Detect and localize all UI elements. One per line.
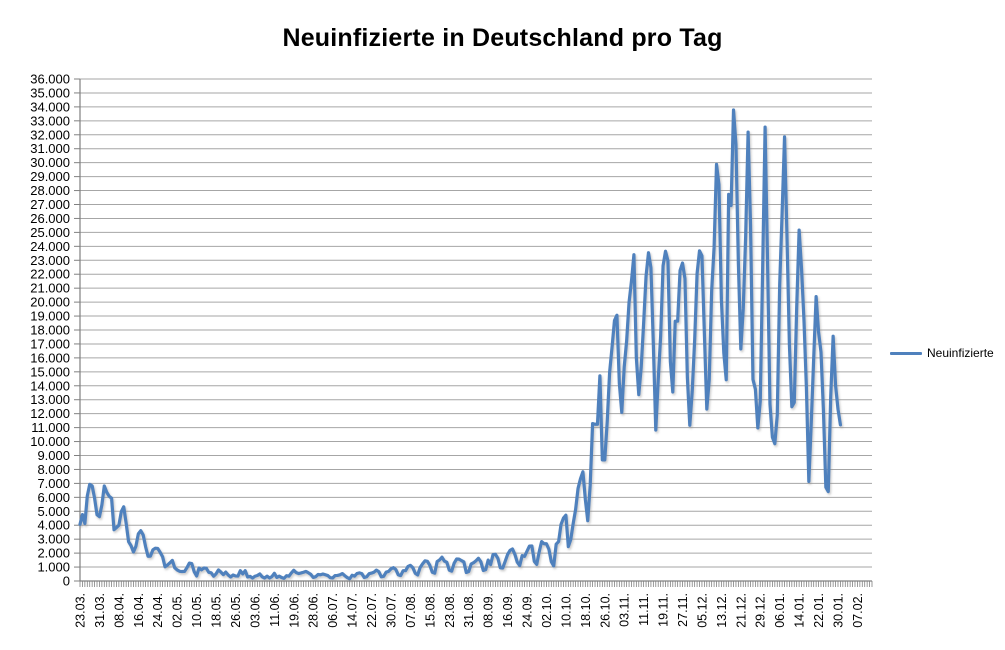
- y-axis-tick-label: 12.000: [30, 406, 70, 421]
- y-axis-tick-label: 3.000: [37, 532, 70, 547]
- y-axis-tick-label: 21.000: [30, 281, 70, 296]
- legend: Neuinfizierte: [890, 346, 994, 360]
- y-axis-tick-label: 0: [63, 574, 70, 589]
- y-axis-tick-label: 16.000: [30, 350, 70, 365]
- x-axis-tick-label: 05.12.: [695, 593, 709, 628]
- x-axis-tick-label: 21.12.: [734, 593, 748, 628]
- x-axis-tick-label: 10.05.: [190, 593, 204, 628]
- y-axis-tick-label: 9.000: [37, 448, 70, 463]
- y-axis-tick-label: 8.000: [37, 462, 70, 477]
- y-axis-tick-label: 17.000: [30, 336, 70, 351]
- y-axis-tick-label: 13.000: [30, 392, 70, 407]
- x-axis-tick-label: 14.07.: [346, 593, 360, 628]
- y-axis-tick-label: 29.000: [30, 169, 70, 184]
- x-axis-tick-label: 31.03.: [93, 593, 107, 628]
- x-axis-tick-label: 16.04.: [132, 593, 146, 628]
- y-axis-tick-label: 32.000: [30, 127, 70, 142]
- y-axis-tick-label: 23.000: [30, 253, 70, 268]
- y-axis-tick-label: 26.000: [30, 211, 70, 226]
- series-lines: [78, 108, 843, 581]
- x-axis-tick-label: 23.03.: [74, 593, 88, 628]
- x-axis-tick-label: 08.04.: [112, 593, 126, 628]
- x-axis-tick-label: 24.04.: [151, 593, 165, 628]
- y-axis-labels: 01.0002.0003.0004.0005.0006.0007.0008.00…: [30, 72, 70, 589]
- y-axis-tick-label: 14.000: [30, 378, 70, 393]
- x-axis-tick-label: 27.11.: [676, 593, 690, 627]
- y-axis-tick-label: 7.000: [37, 476, 70, 491]
- y-axis-tick-label: 6.000: [37, 490, 70, 505]
- x-axis-tick-label: 07.08.: [404, 593, 418, 628]
- x-axis-tick-label: 19.11.: [657, 593, 671, 627]
- y-axis-tick-label: 25.000: [30, 225, 70, 240]
- y-axis-tick-label: 33.000: [30, 113, 70, 128]
- x-axis-tick-label: 02.10.: [540, 593, 554, 628]
- x-axis-tick-label: 19.06.: [287, 593, 301, 628]
- chart-title: Neuinfizierte in Deutschland pro Tag: [282, 24, 723, 52]
- y-axis-tick-label: 5.000: [37, 504, 70, 519]
- series-polyline-neuinfizierte: [78, 108, 843, 581]
- y-axis-tick-label: 1.000: [37, 560, 70, 575]
- y-axis-tick-label: 28.000: [30, 183, 70, 198]
- x-axis-labels: 23.03. 31.03. 08.04. 16.04. 24.04. 02.05. 10.0…: [74, 593, 865, 628]
- y-axis-tick-label: 20.000: [30, 295, 70, 310]
- y-axis-tick-label: 10.000: [30, 434, 70, 449]
- y-axis-tick-label: 18.000: [30, 323, 70, 338]
- y-axis-tick-label: 11.000: [31, 420, 70, 435]
- x-axis-tick-label: 10.10.: [559, 593, 573, 628]
- x-axis-tick-label: 22.01.: [812, 593, 826, 628]
- x-axis-tick-label: 11.11.: [637, 593, 651, 626]
- y-axis-ticks: [74, 78, 80, 582]
- y-axis-tick-label: 19.000: [30, 309, 70, 324]
- x-axis-tick-label: 13.12.: [715, 593, 729, 628]
- x-axis-tick-label: 03.11.: [618, 593, 632, 627]
- y-axis-tick-label: 27.000: [30, 197, 70, 212]
- y-axis-tick-label: 35.000: [30, 85, 70, 100]
- x-axis-tick-label: 26.05.: [229, 593, 243, 628]
- y-axis-tick-label: 2.000: [37, 546, 70, 561]
- x-axis-tick-label: 11.06.: [268, 593, 282, 627]
- x-axis-tick-label: 30.07.: [385, 593, 399, 628]
- x-axis-tick-label: 30.01.: [832, 593, 846, 628]
- x-axis-tick-label: 14.01.: [793, 593, 807, 628]
- y-axis-tick-label: 31.000: [30, 141, 70, 156]
- legend-line-icon: [890, 351, 922, 355]
- x-axis-tick-label: 16.09.: [501, 593, 515, 628]
- x-axis-tick-label: 03.06.: [248, 593, 262, 628]
- x-axis-tick-label: 31.08.: [462, 593, 476, 628]
- x-axis-tick-label: 06.07.: [326, 593, 340, 628]
- y-axis-tick-label: 22.000: [30, 267, 70, 282]
- x-axis-tick-label: 06.01.: [773, 593, 787, 628]
- x-axis-tick-label: 07.02.: [851, 593, 865, 628]
- legend-label: Neuinfizierte: [927, 346, 994, 360]
- y-axis-tick-label: 34.000: [30, 99, 70, 114]
- y-axis-tick-label: 36.000: [30, 72, 70, 87]
- x-axis-tick-label: 18.05.: [210, 593, 224, 628]
- x-axis-tick-label: 02.05.: [171, 593, 185, 628]
- x-axis-tick-label: 24.09.: [521, 593, 535, 628]
- x-axis-tick-label: 26.10.: [598, 593, 612, 628]
- x-axis-tick-label: 29.12.: [754, 593, 768, 628]
- y-axis-tick-label: 24.000: [30, 239, 70, 254]
- x-axis-tick-label: 08.09.: [482, 593, 496, 628]
- x-axis-tick-label: 18.10.: [579, 593, 593, 628]
- x-axis-tick-label: 28.06.: [307, 593, 321, 628]
- x-axis-tick-label: 15.08.: [423, 593, 437, 628]
- y-axis-tick-label: 4.000: [37, 518, 70, 533]
- y-axis-tick-label: 30.000: [30, 155, 70, 170]
- x-axis-tick-label: 22.07.: [365, 593, 379, 628]
- y-axis-tick-label: 15.000: [30, 364, 70, 379]
- x-axis-category-ticks: [79, 581, 873, 587]
- x-axis-tick-label: 23.08.: [443, 593, 457, 628]
